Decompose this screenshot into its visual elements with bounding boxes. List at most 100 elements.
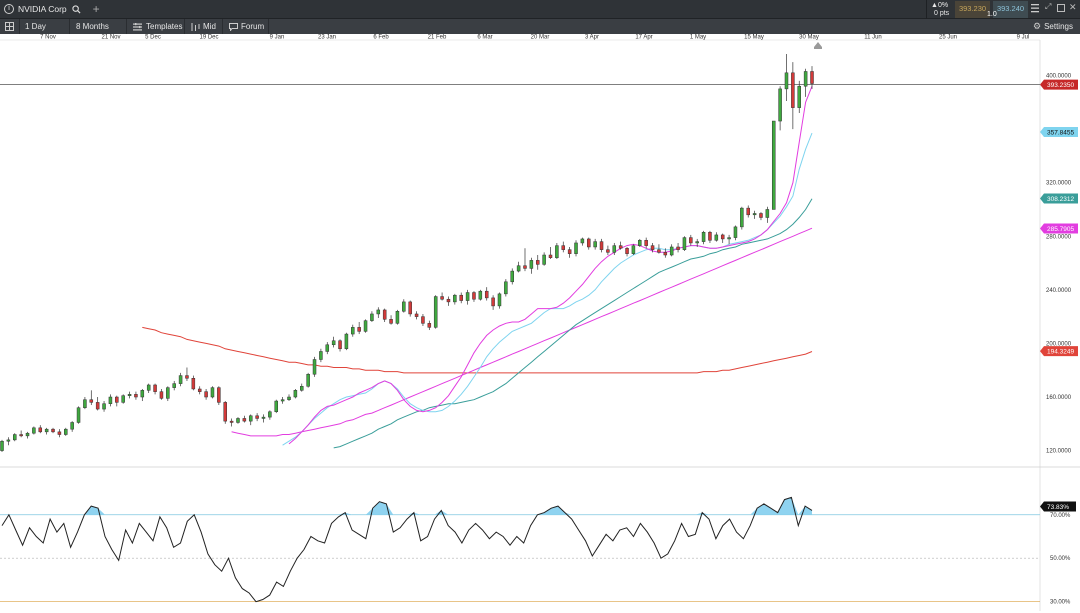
info-icon[interactable]: i (4, 4, 14, 14)
triangle-up-icon: ▲ (931, 2, 938, 9)
x-tick-label: 1 May (690, 35, 706, 41)
candle-body (657, 249, 661, 253)
candle-body (44, 428, 49, 433)
symbol-name: NVIDIA Corp (18, 4, 67, 14)
candle-body (108, 396, 113, 404)
x-tick-label: 6 Feb (373, 35, 389, 41)
ma-line (333, 198, 813, 449)
symbol-selector[interactable]: i NVIDIA Corp (0, 0, 81, 19)
candle-body (268, 411, 272, 418)
x-tick-label: 3 Apr (585, 35, 599, 41)
templates-button[interactable]: Templates (127, 19, 185, 34)
candle-body (803, 71, 808, 87)
candle-body (166, 387, 170, 399)
candle-body (287, 396, 291, 400)
x-tick-label: 6 Mar (477, 35, 492, 41)
candle-body (0, 440, 4, 451)
hamburger-icon[interactable] (1031, 3, 1039, 13)
candle-body (478, 290, 483, 300)
home-marker-icon (814, 42, 822, 49)
candle-body (115, 396, 119, 403)
candle-body (223, 402, 227, 422)
candle-body (497, 293, 502, 307)
candle-body (555, 245, 559, 258)
ma-fast-tag-bg (1040, 127, 1078, 138)
chart-area[interactable]: 7 Nov 21 Nov 5 Dec 19 Dec 9 Jan 23 Jan 6 Feb 21… (0, 34, 1080, 611)
buy-price-button[interactable]: 393.240 (993, 1, 1028, 18)
price-mode-button[interactable]: Mid (185, 19, 223, 34)
ma-line (142, 326, 813, 374)
candle-body (255, 415, 259, 419)
x-tick-label: 7 Nov (40, 35, 56, 41)
candle-body (395, 311, 400, 324)
bars-icon (191, 22, 200, 31)
candle-body (638, 240, 642, 246)
candle-body (344, 333, 349, 350)
candle-body (25, 432, 30, 437)
sell-price-button[interactable]: 393.230 (955, 1, 990, 18)
candle-body (76, 407, 81, 423)
candle-body (229, 420, 234, 423)
candle-body (778, 88, 782, 122)
candle-body (453, 294, 457, 303)
candle-body (261, 416, 266, 419)
candle-body (797, 85, 801, 108)
minimize-icon[interactable]: ⤢ (1045, 2, 1052, 11)
x-tick-label: 5 Dec (145, 35, 161, 41)
candle-body (408, 301, 412, 315)
search-icon[interactable] (72, 4, 81, 14)
spread-value: 1.0 (987, 11, 997, 18)
candle-body (197, 388, 202, 392)
y-tick-label: 400.0000 (1046, 73, 1072, 79)
ask-price: 393.240 (996, 4, 1025, 13)
candle-body (484, 290, 489, 299)
price-chart[interactable]: 7 Nov 21 Nov 5 Dec 19 Dec 9 Jan 23 Jan 6 Feb 21… (0, 34, 1080, 611)
candle-body (465, 292, 470, 301)
osc-overbought-fill (84, 497, 812, 515)
y-tick-label: 240.0000 (1046, 288, 1072, 294)
candle-body (440, 296, 444, 300)
x-axis: 7 Nov 21 Nov 5 Dec 19 Dec 9 Jan 23 Jan 6 Feb 21… (0, 35, 1040, 49)
x-tick-label: 25 Jun (939, 35, 957, 41)
candle-body (70, 422, 74, 430)
settings-button[interactable]: ⚙ Settings (1033, 19, 1073, 34)
top-bar: i NVIDIA Corp + ▲0% 0 pts 393.230 393.24… (0, 0, 1080, 19)
candle-body (19, 434, 23, 437)
osc-line (1, 496, 813, 603)
candle-body (612, 245, 617, 253)
candle-body (421, 316, 425, 324)
period-selector[interactable]: 8 Months (70, 19, 127, 34)
candle-body (242, 418, 247, 422)
change-percent: 0% (937, 2, 949, 9)
candle-body (695, 241, 699, 244)
add-tab-icon[interactable]: + (92, 2, 100, 16)
x-tick-label: 21 Feb (428, 35, 447, 41)
candle-body (510, 270, 514, 283)
candle-body (57, 431, 62, 435)
candle-body (427, 323, 432, 328)
x-tick-label: 20 Mar (531, 35, 550, 41)
y-tick-label: 120.0000 (1046, 449, 1072, 455)
layout-grid-button[interactable] (0, 19, 20, 34)
candle-body (759, 213, 763, 218)
ma-line (282, 132, 813, 446)
forum-button[interactable]: Forum (223, 19, 269, 34)
close-icon[interactable]: ✕ (1069, 2, 1077, 12)
popout-icon[interactable] (1057, 4, 1065, 12)
candle-body (733, 226, 738, 238)
candle-body (280, 399, 285, 402)
candle-body (567, 249, 572, 254)
candle-body (121, 395, 125, 403)
candle-body (38, 427, 43, 433)
ma-line (288, 86, 813, 445)
candle-body (140, 390, 145, 398)
x-tick-label: 19 Dec (199, 35, 218, 41)
interval-selector[interactable]: 1 Day (20, 19, 70, 34)
candle-body (606, 249, 610, 253)
candle-body (331, 340, 336, 346)
ma-mid-tag: 308.2312 (1047, 196, 1074, 203)
candle-body (217, 387, 221, 403)
candle-body (191, 378, 196, 390)
chat-bubble-icon (229, 22, 238, 31)
osc-y-label: 30.00% (1050, 600, 1071, 606)
